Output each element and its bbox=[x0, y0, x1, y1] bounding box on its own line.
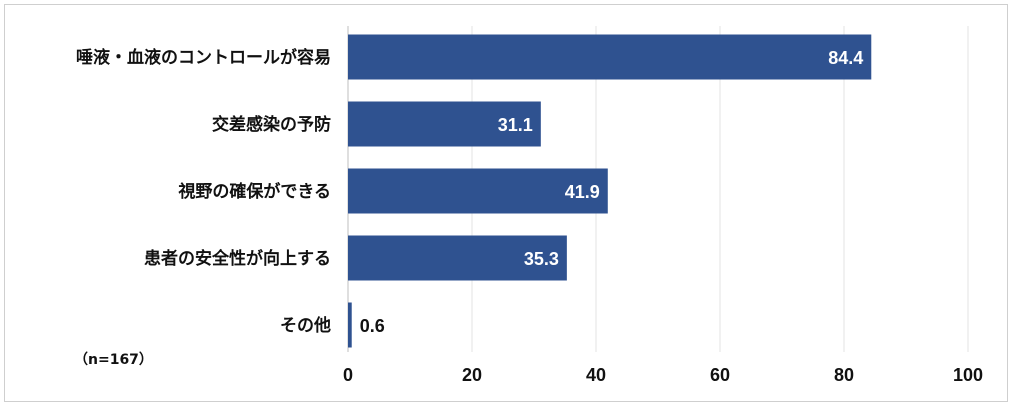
bar-5 bbox=[348, 302, 352, 348]
value-label-4: 35.3 bbox=[524, 249, 559, 269]
bar-1 bbox=[348, 34, 872, 80]
category-label-3: 視野の確保ができる bbox=[177, 181, 331, 202]
x-tick-60: 60 bbox=[710, 365, 730, 385]
category-labels: 唾液・血液のコントロールが容易交差感染の予防視野の確保ができる患者の安全性が向上… bbox=[76, 47, 331, 336]
bar-2 bbox=[348, 101, 541, 147]
category-label-4: 患者の安全性が向上する bbox=[144, 248, 331, 269]
bar-4 bbox=[348, 235, 567, 281]
value-label-2: 31.1 bbox=[498, 115, 533, 135]
category-label-2: 交差感染の予防 bbox=[212, 114, 331, 135]
x-tick-0: 0 bbox=[343, 365, 353, 385]
x-tick-20: 20 bbox=[462, 365, 482, 385]
sample-size-note: （n=167） bbox=[74, 352, 153, 368]
category-label-5: その他 bbox=[280, 315, 331, 336]
bar-3 bbox=[348, 168, 608, 214]
x-tick-40: 40 bbox=[586, 365, 606, 385]
bars bbox=[348, 34, 872, 348]
x-tick-100: 100 bbox=[953, 365, 983, 385]
category-label-1: 唾液・血液のコントロールが容易 bbox=[76, 47, 331, 68]
x-tick-labels: 0 20 40 60 80 100 bbox=[343, 365, 983, 385]
value-label-3: 41.9 bbox=[565, 182, 600, 202]
value-labels: 84.4 31.1 41.9 35.3 0.6 bbox=[360, 48, 864, 336]
gridlines bbox=[347, 26, 969, 352]
value-label-5: 0.6 bbox=[360, 316, 385, 336]
value-label-1: 84.4 bbox=[828, 48, 863, 68]
x-tick-80: 80 bbox=[834, 365, 854, 385]
